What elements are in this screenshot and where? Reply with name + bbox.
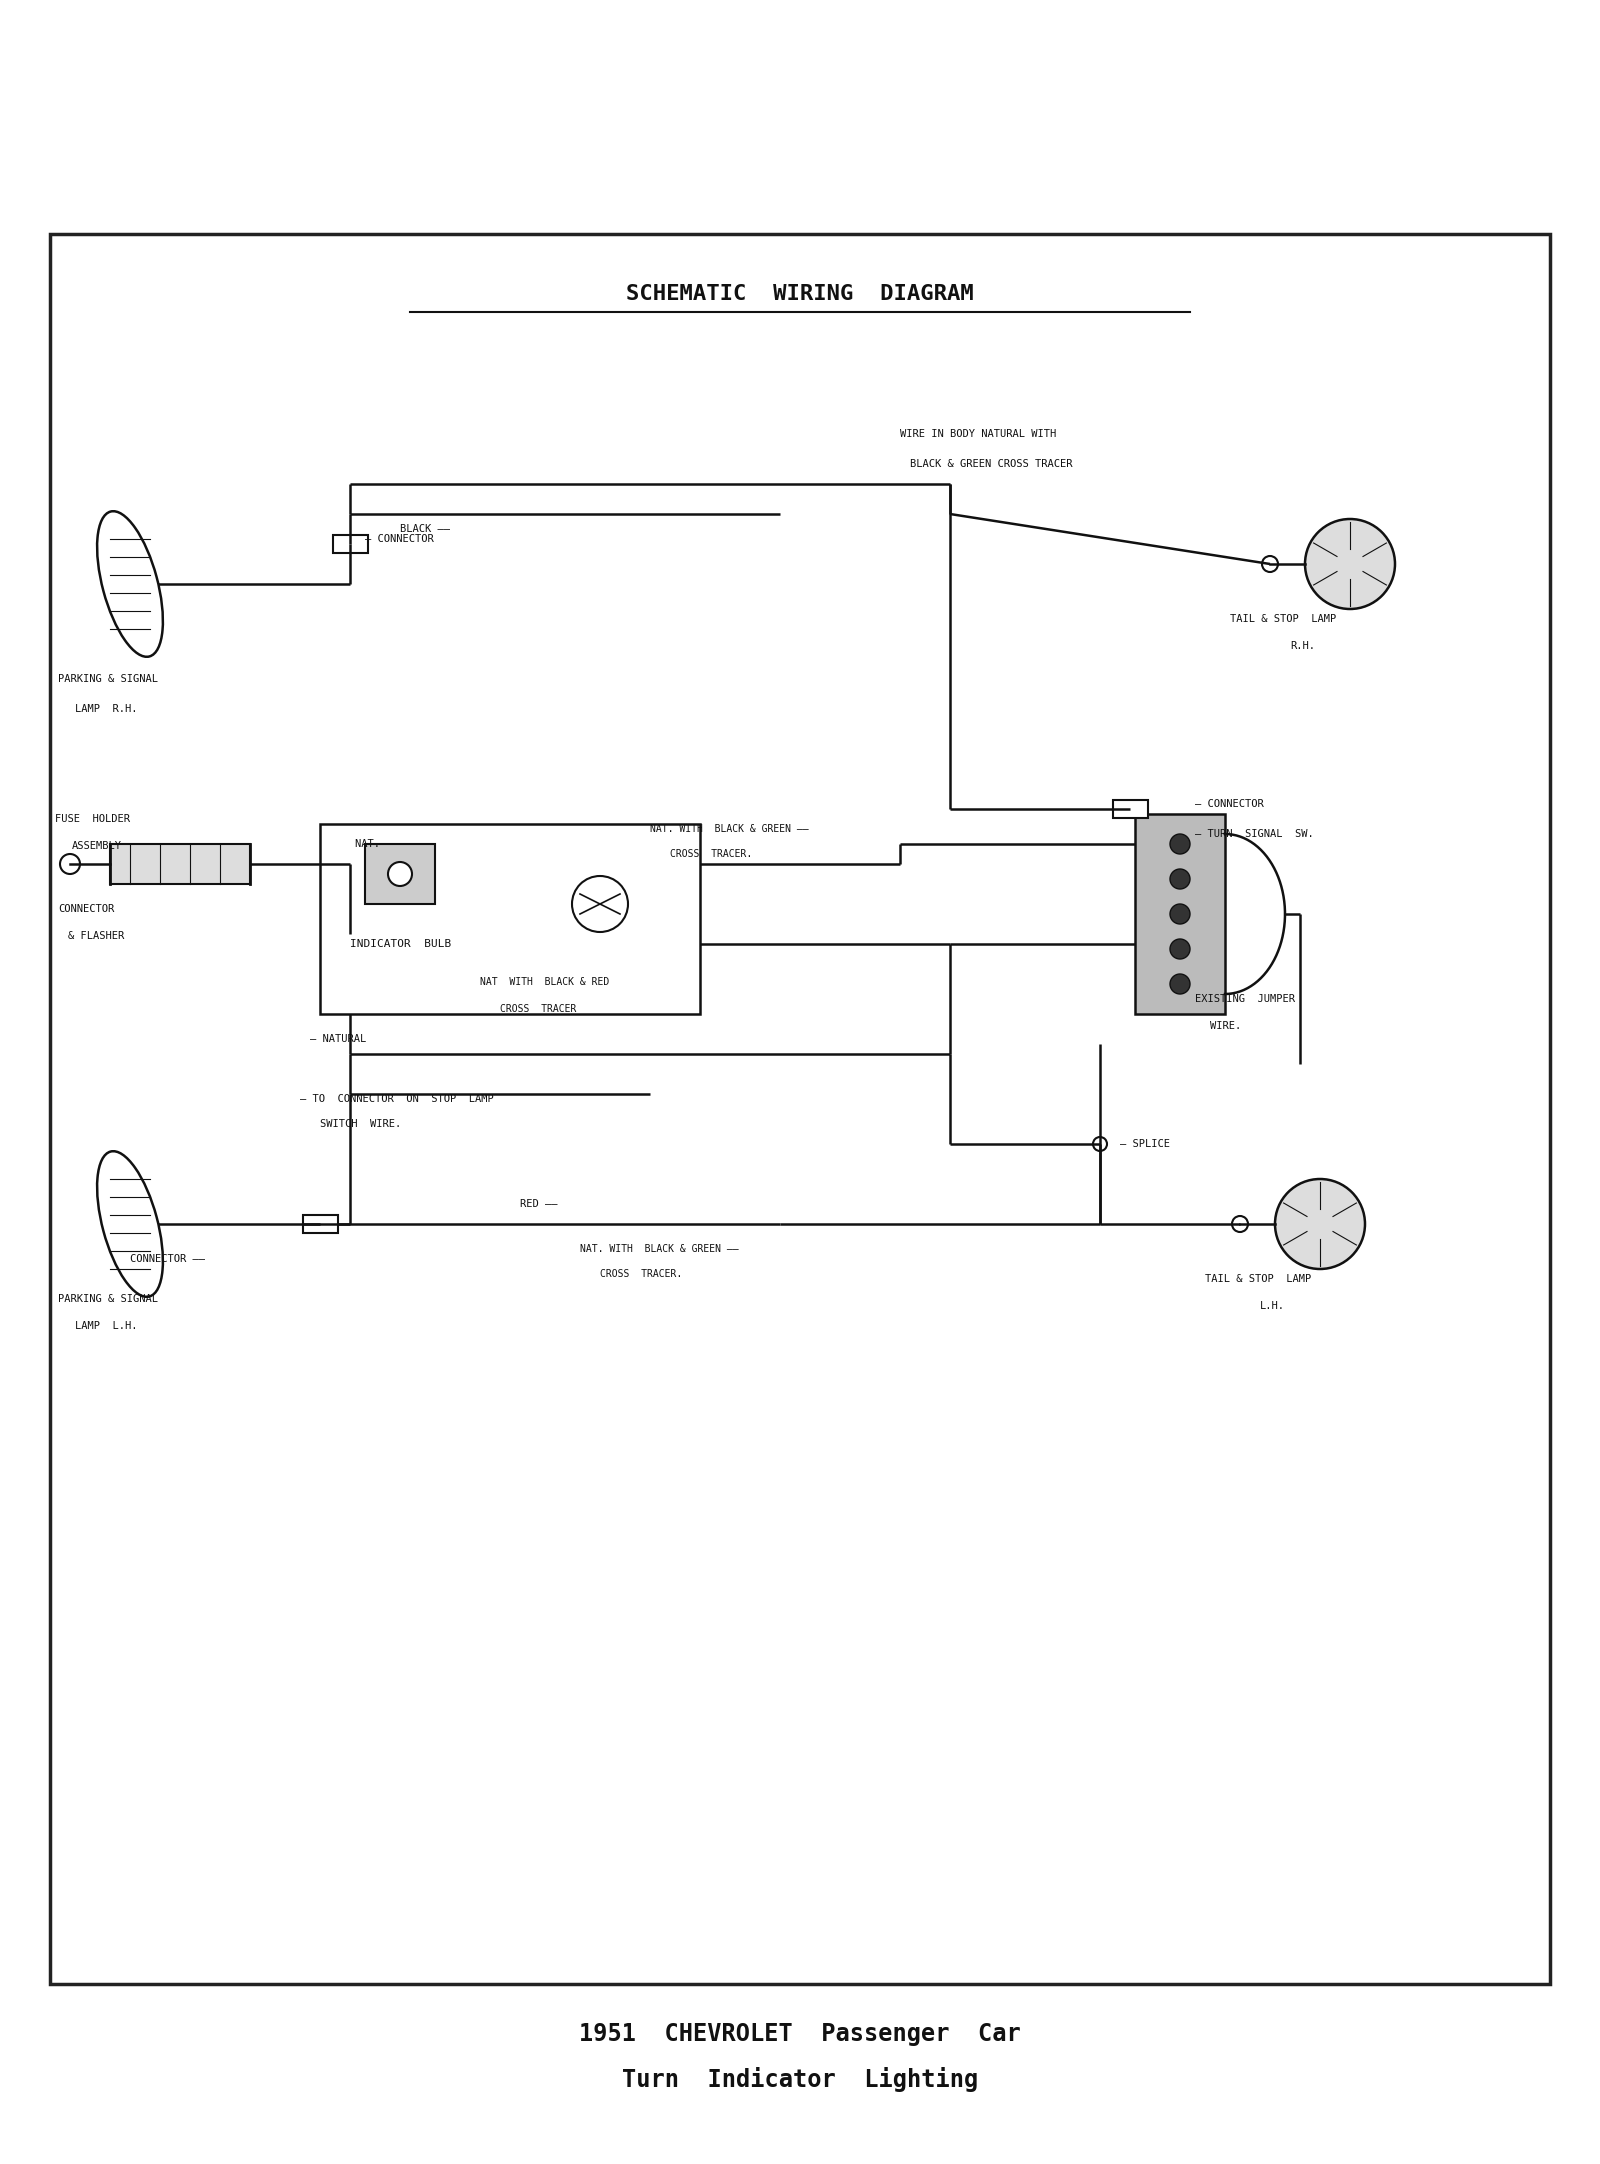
Text: CROSS  TRACER.: CROSS TRACER. <box>670 848 752 859</box>
Text: — CONNECTOR: — CONNECTOR <box>365 535 434 543</box>
Circle shape <box>1170 870 1190 889</box>
Text: NAT. WITH  BLACK & GREEN ——: NAT. WITH BLACK & GREEN —— <box>579 1244 739 1253</box>
Text: CROSS  TRACER.: CROSS TRACER. <box>600 1268 682 1279</box>
Text: & FLASHER: & FLASHER <box>67 931 125 941</box>
Circle shape <box>61 855 80 874</box>
Text: PARKING & SIGNAL: PARKING & SIGNAL <box>58 673 158 684</box>
Text: — NATURAL: — NATURAL <box>310 1034 366 1043</box>
Text: EXISTING  JUMPER: EXISTING JUMPER <box>1195 993 1294 1004</box>
Circle shape <box>1170 974 1190 993</box>
Text: — CONNECTOR: — CONNECTOR <box>1195 799 1264 809</box>
Bar <box>50 234 1550 1984</box>
Text: LAMP  R.H.: LAMP R.H. <box>75 703 138 714</box>
Text: ASSEMBLY: ASSEMBLY <box>72 842 122 850</box>
Bar <box>110 844 250 885</box>
Text: NAT. ——: NAT. —— <box>355 840 398 848</box>
Text: — TO  CONNECTOR  ON  STOP  LAMP: — TO CONNECTOR ON STOP LAMP <box>301 1095 494 1104</box>
Bar <box>365 844 435 905</box>
Circle shape <box>1170 939 1190 959</box>
Text: SCHEMATIC  WIRING  DIAGRAM: SCHEMATIC WIRING DIAGRAM <box>626 283 974 303</box>
Text: CONNECTOR: CONNECTOR <box>58 905 114 913</box>
Text: RED ——: RED —— <box>520 1199 557 1210</box>
Circle shape <box>1306 519 1395 608</box>
Text: CROSS  TRACER: CROSS TRACER <box>499 1004 576 1015</box>
Text: TAIL & STOP  LAMP: TAIL & STOP LAMP <box>1205 1275 1312 1283</box>
Circle shape <box>1170 905 1190 924</box>
Text: BLACK ——: BLACK —— <box>400 524 450 535</box>
Text: CONNECTOR ——: CONNECTOR —— <box>130 1253 205 1264</box>
Text: WIRE.: WIRE. <box>1210 1021 1242 1030</box>
Bar <box>1112 801 1147 818</box>
Circle shape <box>573 876 627 933</box>
Text: — SPLICE: — SPLICE <box>1120 1138 1170 1149</box>
Bar <box>302 1214 338 1233</box>
Text: TAIL & STOP  LAMP: TAIL & STOP LAMP <box>1230 615 1336 623</box>
Circle shape <box>1262 556 1278 571</box>
Text: FUSE  HOLDER: FUSE HOLDER <box>54 814 130 824</box>
Text: Turn  Indicator  Lighting: Turn Indicator Lighting <box>622 2067 978 2090</box>
Text: NAT  WITH  BLACK & RED: NAT WITH BLACK & RED <box>480 976 610 987</box>
Text: SWITCH  WIRE.: SWITCH WIRE. <box>320 1119 402 1130</box>
Text: PARKING & SIGNAL: PARKING & SIGNAL <box>58 1294 158 1305</box>
Text: INDICATOR  BULB: INDICATOR BULB <box>350 939 451 950</box>
Circle shape <box>1275 1179 1365 1268</box>
Text: 1951  CHEVROLET  Passenger  Car: 1951 CHEVROLET Passenger Car <box>579 2021 1021 2045</box>
Text: L.H.: L.H. <box>1261 1301 1285 1311</box>
Circle shape <box>1093 1136 1107 1151</box>
Text: LAMP  L.H.: LAMP L.H. <box>75 1320 138 1331</box>
Circle shape <box>1170 833 1190 855</box>
Bar <box>320 824 701 1015</box>
Text: BLACK & GREEN CROSS TRACER: BLACK & GREEN CROSS TRACER <box>910 459 1072 470</box>
Text: WIRE IN BODY NATURAL WITH: WIRE IN BODY NATURAL WITH <box>899 428 1056 439</box>
Circle shape <box>387 861 413 885</box>
Text: NAT. WITH  BLACK & GREEN ——: NAT. WITH BLACK & GREEN —— <box>650 824 808 833</box>
Text: R.H.: R.H. <box>1290 641 1315 651</box>
Circle shape <box>1232 1216 1248 1231</box>
Bar <box>1134 814 1226 1015</box>
Bar <box>333 535 368 554</box>
Text: — TURN  SIGNAL  SW.: — TURN SIGNAL SW. <box>1195 829 1314 840</box>
